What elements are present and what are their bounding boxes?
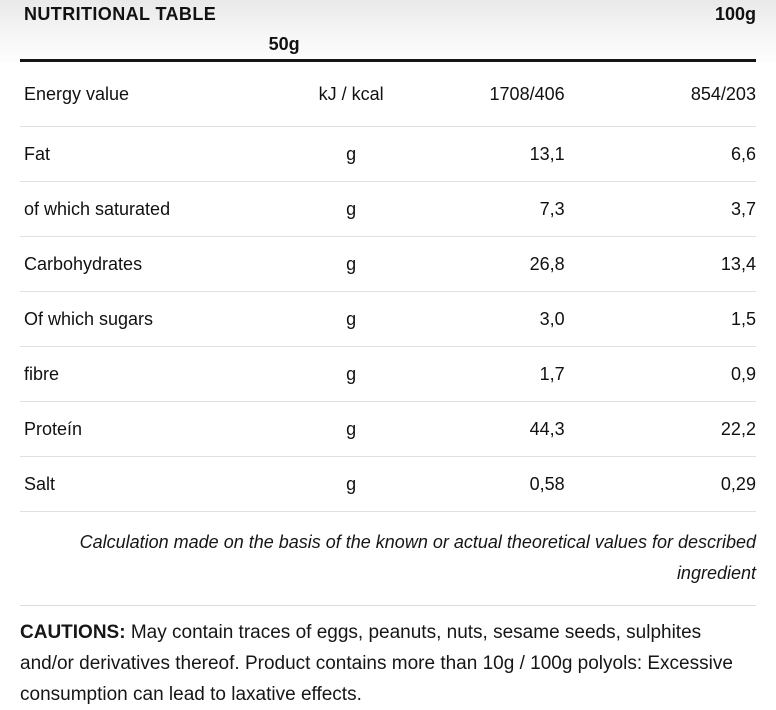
table-row-saturated: of which saturated g 7,3 3,7	[20, 182, 756, 237]
row-value-100g: 44,3	[529, 418, 565, 439]
table-row-salt: Salt g 0,58 0,29	[20, 457, 756, 512]
cautions-text: May contain traces of eggs, peanuts, nut…	[20, 622, 733, 705]
table-title: NUTRITIONAL TABLE	[24, 4, 217, 25]
row-value-50g: 0,9	[730, 363, 756, 384]
row-label: Of which sugars	[24, 308, 154, 329]
table-row-protein: Proteín g 44,3 22,2	[20, 402, 756, 457]
row-label: Energy value	[24, 83, 130, 104]
row-value-100g: 3,0	[539, 308, 565, 329]
table-header: NUTRITIONAL TABLE 100g 50g	[0, 0, 776, 62]
row-value-100g: 13,1	[529, 143, 565, 164]
table-row-fibre: fibre g 1,7 0,9	[20, 347, 756, 402]
row-label: Carbohydrates	[24, 253, 143, 274]
row-unit: g	[346, 418, 357, 439]
row-value-50g: 6,6	[730, 143, 756, 164]
row-unit: g	[346, 198, 357, 219]
row-unit: g	[346, 473, 357, 494]
row-label: Fat	[24, 143, 51, 164]
row-label: Salt	[24, 473, 56, 494]
row-value-50g: 22,2	[720, 418, 756, 439]
calculation-footnote: Calculation made on the basis of the kno…	[79, 532, 756, 583]
row-value-50g: 3,7	[730, 198, 756, 219]
table-row-energy: Energy value kJ / kcal 1708/406 854/203	[20, 62, 756, 127]
row-value-100g: 1708/406	[489, 83, 565, 104]
column-header-100g: 100g	[714, 4, 756, 25]
row-unit: kJ / kcal	[318, 83, 384, 104]
row-value-100g: 0,58	[529, 473, 565, 494]
cautions-label: CAUTIONS:	[20, 622, 126, 643]
column-header-50g: 50g	[268, 33, 300, 54]
row-value-100g: 7,3	[539, 198, 565, 219]
row-label: of which saturated	[24, 198, 171, 219]
table-header-row: NUTRITIONAL TABLE 100g 50g	[20, 0, 756, 62]
row-value-50g: 1,5	[730, 308, 756, 329]
row-value-50g: 0,29	[720, 473, 756, 494]
row-label: Proteín	[24, 418, 83, 439]
row-unit: g	[346, 253, 357, 274]
row-value-50g: 13,4	[720, 253, 756, 274]
row-value-100g: 26,8	[529, 253, 565, 274]
row-value-100g: 1,7	[539, 363, 565, 384]
row-unit: g	[346, 308, 357, 329]
table-row-sugars: Of which sugars g 3,0 1,5	[20, 292, 756, 347]
row-label: fibre	[24, 363, 60, 384]
row-unit: g	[346, 143, 357, 164]
table-body: Energy value kJ / kcal 1708/406 854/203 …	[20, 62, 756, 512]
row-value-50g: 854/203	[690, 83, 756, 104]
row-unit: g	[346, 363, 357, 384]
cautions-paragraph: CAUTIONS: May contain traces of eggs, pe…	[20, 605, 756, 710]
table-row-carbohydrates: Carbohydrates g 26,8 13,4	[20, 237, 756, 292]
table-row-fat: Fat g 13,1 6,6	[20, 127, 756, 182]
